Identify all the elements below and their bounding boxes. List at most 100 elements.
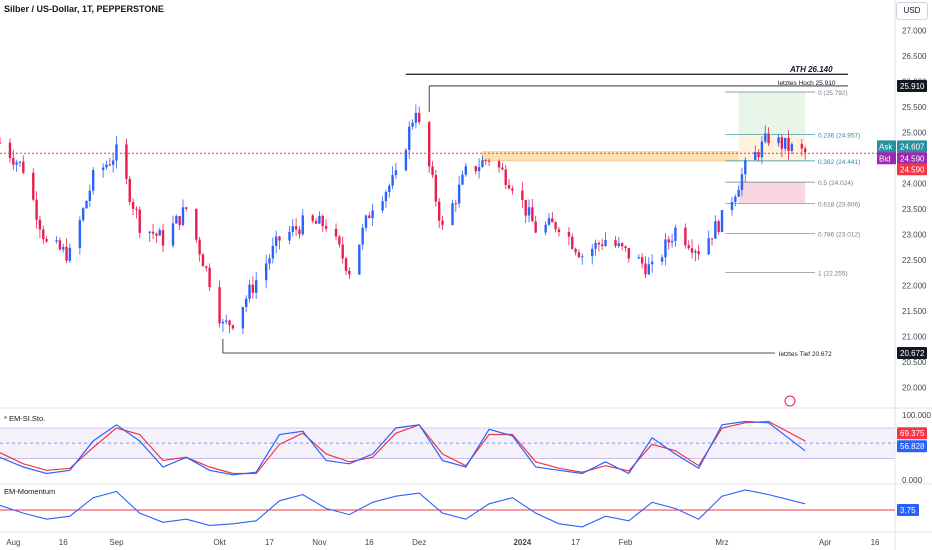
last-price-tag: 24.590 [900, 165, 925, 174]
candle-body [504, 169, 507, 185]
high-price-tag-bg [897, 79, 927, 92]
candle-body [650, 261, 654, 265]
candle-body [301, 215, 304, 235]
momentum-line [0, 489, 806, 528]
price-tick-label: 25.000 [902, 128, 927, 137]
candle-body [524, 199, 527, 216]
candle-body [404, 149, 408, 171]
candle-body [720, 210, 724, 232]
time-tick-label: Okt [213, 538, 226, 547]
candle-body [371, 210, 374, 219]
candle-body [620, 243, 624, 247]
candle-body [65, 246, 68, 261]
candle-body [477, 167, 481, 172]
candle-body [208, 267, 211, 288]
last-low-label: letztes Tief 20.672 [779, 351, 832, 358]
time-tick-label: 16 [365, 538, 374, 547]
candle-body [115, 144, 118, 161]
low-price-tag: 20.672 [900, 349, 925, 358]
candle-body [434, 175, 438, 202]
candle-body [291, 226, 294, 232]
candle-body [437, 201, 441, 221]
candle-body [158, 230, 161, 236]
candle-body [777, 137, 780, 144]
fib-level-label: 0.5 (24.024) [818, 180, 853, 187]
candle-body [554, 222, 557, 230]
candle-body [318, 215, 321, 224]
price-tick-label: 22.500 [902, 256, 927, 265]
candle-body [787, 137, 790, 151]
candle-body [431, 166, 434, 176]
candle-body [274, 236, 278, 246]
candle-body [497, 161, 501, 168]
candle-body [800, 144, 804, 149]
fib-mid-zone [738, 134, 806, 161]
candle-body [131, 202, 135, 209]
candle-body [338, 236, 341, 245]
candle-body [148, 231, 151, 233]
fib-lower-zone [738, 182, 806, 204]
candle-body [557, 229, 561, 233]
price-tick-label: 20.500 [902, 358, 927, 367]
candle-body [667, 239, 670, 243]
last-high-label: letztes Hoch 25.910 [778, 80, 836, 87]
candle-body [464, 166, 467, 175]
candle-body [441, 220, 444, 225]
candle-body [694, 251, 697, 253]
candle-body [710, 238, 714, 240]
bid-tag: Bid [879, 154, 891, 163]
candle-body [551, 218, 554, 223]
chart-title: Silber / US-Dollar, 1T, PEPPERSTONE [4, 4, 164, 14]
candle-body [0, 142, 2, 144]
candle-body [780, 137, 784, 149]
flag-icon [784, 395, 796, 407]
stoch-tick-label: 0.000 [902, 476, 923, 485]
candle-body [341, 244, 344, 259]
candle-body [245, 298, 248, 307]
ask-price-tag: 24.607 [900, 142, 925, 151]
candle-body [581, 256, 584, 258]
time-tick-label: Dez [412, 538, 426, 547]
candle-body [501, 167, 504, 170]
candle-body [624, 246, 627, 248]
candle-body [105, 164, 108, 168]
momentum-title: EM-Momentum [4, 487, 55, 496]
fib-level-label: 1 (22.255) [818, 270, 848, 277]
fib-upper-zone [738, 92, 806, 135]
candle-body [684, 227, 687, 246]
candle-body [394, 170, 398, 175]
currency-button[interactable]: USD [896, 2, 928, 20]
candle-body [18, 161, 22, 163]
candle-body [534, 221, 537, 233]
candle-body [411, 122, 414, 127]
candle-body [298, 229, 301, 235]
time-tick-label: Sep [109, 538, 124, 547]
candle-body [101, 167, 105, 171]
candle-body [125, 144, 128, 179]
candle-body [135, 208, 138, 210]
price-tick-label: 23.000 [902, 230, 927, 239]
candle-body [241, 306, 245, 329]
candle-body [251, 284, 255, 293]
price-tick-label: 26.500 [902, 52, 927, 61]
candle-body [221, 321, 225, 324]
candle-body [78, 220, 82, 248]
fib-level-label: 0.786 (23.012) [818, 232, 860, 239]
stoch-k-line [0, 420, 806, 476]
bid-tag-bg [877, 152, 896, 165]
candle-body [138, 209, 141, 233]
ath-label: ATH 26.140 [789, 65, 833, 74]
candle-body [364, 215, 368, 228]
candle-body [574, 248, 577, 253]
candle-body [201, 254, 205, 267]
time-tick-label: Apr [819, 538, 832, 547]
candle-body [311, 215, 314, 221]
candle-body [577, 252, 581, 258]
candle-body [218, 287, 221, 324]
price-tick-label: 23.500 [902, 205, 927, 214]
candle-body [767, 133, 770, 144]
candle-body [12, 158, 15, 165]
price-tick-label: 24.000 [902, 179, 927, 188]
candle-body [205, 266, 208, 268]
